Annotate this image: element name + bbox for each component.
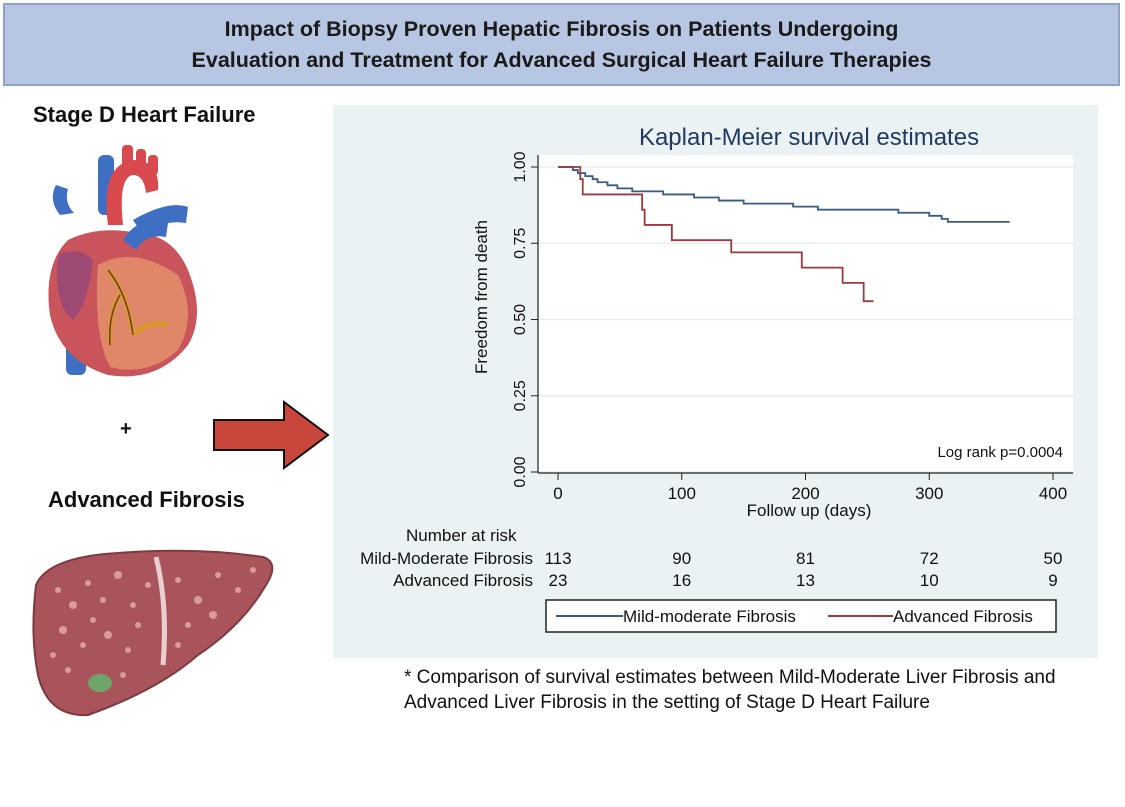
risk-value-mild-2: 81 [796, 549, 815, 568]
x-axis-label: Follow up (days) [747, 501, 872, 520]
liver-illustration [32, 549, 274, 717]
risk-row-label-advanced: Advanced Fibrosis [393, 571, 533, 590]
y-tick-label-4: 1.00 [512, 151, 529, 182]
y-tick-label-1: 0.25 [512, 380, 529, 411]
risk-value-mild-3: 72 [920, 549, 939, 568]
risk-value-mild-0: 113 [544, 549, 571, 568]
legend-label-advanced: Advanced Fibrosis [893, 607, 1033, 626]
x-tick-label-3: 300 [915, 484, 943, 503]
legend-box [545, 599, 1057, 633]
banner-title-line-1: Impact of Biopsy Proven Hepatic Fibrosis… [224, 16, 899, 41]
risk-value-advanced-4: 9 [1048, 571, 1057, 590]
risk-value-mild-4: 50 [1044, 549, 1063, 568]
legend-label-mild: Mild-moderate Fibrosis [623, 607, 796, 626]
heart-failure-label: Stage D Heart Failure [33, 102, 256, 127]
heart-illustration [48, 145, 197, 377]
series-line-advanced [558, 166, 874, 303]
title-banner: Impact of Biopsy Proven Hepatic Fibrosis… [3, 3, 1120, 86]
kaplan-meier-chart: Kaplan-Meier survival estimates 0.00 0.25… [360, 124, 1073, 633]
x-tick-label-1: 100 [668, 484, 696, 503]
risk-value-advanced-0: 23 [549, 571, 568, 590]
plus-sign: + [120, 418, 132, 440]
risk-value-advanced-1: 16 [672, 571, 691, 590]
footnote: * Comparison of survival estimates betwe… [404, 667, 1056, 713]
x-tick-label-4: 400 [1039, 484, 1067, 503]
risk-value-advanced-3: 10 [920, 571, 939, 590]
y-tick-label-3: 0.75 [512, 228, 529, 259]
risk-row-label-mild: Mild-Moderate Fibrosis [360, 549, 533, 568]
chart-title: Kaplan-Meier survival estimates [639, 124, 979, 151]
log-rank-annotation: Log rank p=0.0004 [937, 444, 1063, 461]
y-axis-label: Freedom from death [472, 220, 491, 374]
banner-title-line-2: Evaluation and Treatment for Advanced Su… [191, 47, 932, 72]
plot-area [538, 155, 1073, 473]
risk-table-header: Number at risk [406, 526, 517, 545]
right-arrow [213, 400, 330, 470]
y-tick-label-0: 0.00 [512, 456, 529, 487]
risk-value-mild-1: 90 [672, 549, 691, 568]
y-tick-label-2: 0.50 [512, 304, 529, 335]
chart-panel: Kaplan-Meier survival estimates 0.00 0.25… [333, 105, 1098, 658]
advanced-fibrosis-label: Advanced Fibrosis [48, 487, 245, 512]
series-line-mild-moderate [558, 166, 1010, 223]
x-tick-label-0: 0 [553, 484, 562, 503]
x-tick-label-2: 200 [791, 484, 819, 503]
risk-value-advanced-2: 13 [796, 571, 815, 590]
